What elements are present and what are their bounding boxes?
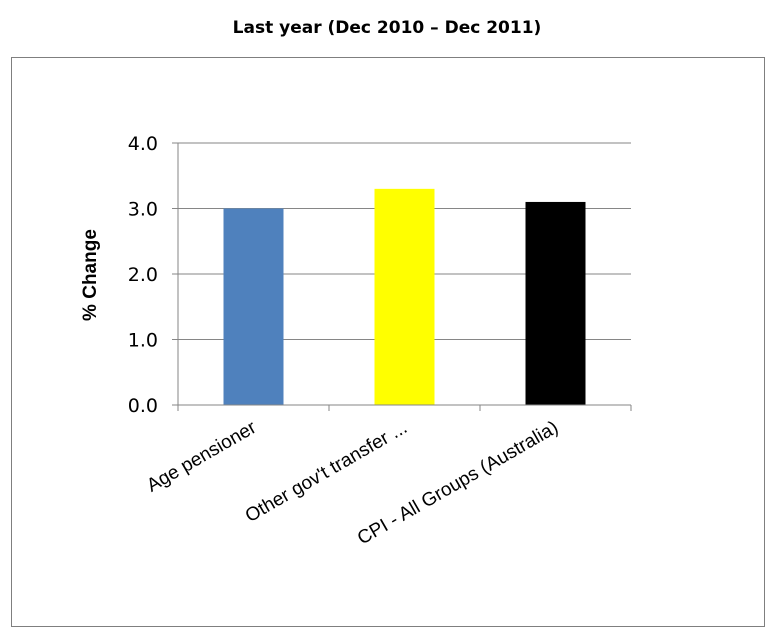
y-axis-title: % Change [80,229,101,321]
y-tick-label: 2.0 [128,264,158,286]
x-category-label: Age pensioner [143,417,260,497]
page-title: Last year (Dec 2010 – Dec 2011) [232,18,542,38]
bar-2 [374,188,435,405]
bar-3 [525,201,586,405]
x-category-label: Other gov't transfer ... [242,417,411,527]
y-tick-label: 1.0 [128,330,158,352]
y-tick-label: 4.0 [128,133,158,155]
y-tick-label: 0.0 [128,395,158,417]
y-tick-label: 3.0 [128,199,158,221]
bar-1 [223,208,284,405]
